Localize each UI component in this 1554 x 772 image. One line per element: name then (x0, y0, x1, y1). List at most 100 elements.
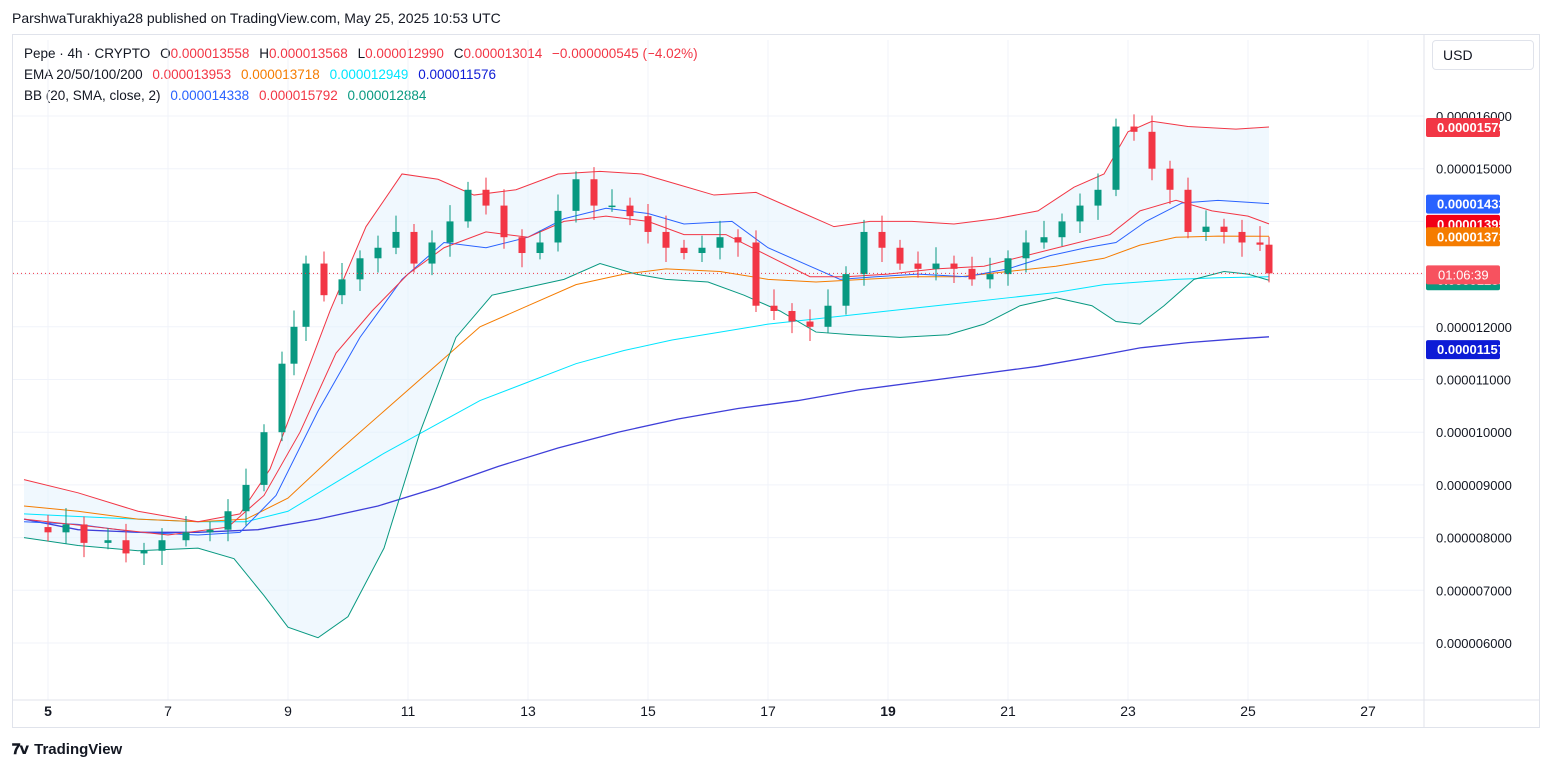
candle-down[interactable] (1184, 189, 1192, 232)
candle-down[interactable] (320, 263, 328, 296)
candle-up[interactable] (290, 326, 298, 364)
y-tick-label: 0.000009000 (1436, 478, 1512, 493)
ema-legend[interactable]: EMA 20/50/100/200 0.000013953 0.00001371… (24, 67, 502, 82)
candle-up[interactable] (242, 484, 250, 512)
candle-down[interactable] (878, 231, 886, 248)
candle-up[interactable] (224, 511, 232, 530)
candle-down[interactable] (626, 205, 634, 217)
candle-down[interactable] (914, 263, 922, 269)
candle-up[interactable] (1076, 205, 1084, 222)
candle-up[interactable] (446, 221, 454, 243)
ema100-line[interactable] (23, 276, 1270, 523)
candle-up[interactable] (1058, 221, 1066, 238)
candle-up[interactable] (278, 363, 286, 433)
candle-up[interactable] (302, 263, 310, 327)
candle-up[interactable] (608, 205, 616, 208)
candle-up[interactable] (1004, 258, 1012, 275)
candle-down[interactable] (482, 189, 490, 206)
bb-lower-line[interactable] (23, 263, 1270, 639)
candle-up[interactable] (428, 242, 436, 264)
candle-up[interactable] (140, 550, 148, 554)
candle-up[interactable] (260, 432, 268, 485)
candle-up[interactable] (1022, 242, 1030, 259)
candle-down[interactable] (770, 305, 778, 311)
candle-up[interactable] (464, 189, 472, 222)
candle-down[interactable] (122, 540, 130, 554)
bb-basis-value: 0.000014338 (170, 88, 250, 103)
high-value: 0.000013568 (268, 46, 348, 61)
candle-up[interactable] (62, 524, 70, 533)
ema20-line[interactable] (23, 199, 1270, 536)
candle-down[interactable] (44, 527, 52, 533)
x-tick-label: 27 (1360, 703, 1376, 719)
candle-up[interactable] (338, 279, 346, 296)
candle-down[interactable] (680, 247, 688, 254)
price-badge-label: 0.000011576 (1437, 342, 1512, 357)
candle-down[interactable] (1130, 126, 1138, 132)
candle-down[interactable] (662, 231, 670, 248)
candle-down[interactable] (1220, 226, 1228, 232)
bb-legend[interactable]: BB (20, SMA, close, 2) 0.000014338 0.000… (24, 88, 432, 103)
candle-up[interactable] (374, 247, 382, 259)
candle-down[interactable] (500, 205, 508, 238)
candle-down[interactable] (644, 216, 652, 232)
candle-up[interactable] (824, 305, 832, 327)
ema100-value: 0.000012949 (329, 67, 409, 82)
candle-down[interactable] (968, 268, 976, 280)
candle-up[interactable] (1094, 189, 1102, 206)
x-tick-label: 21 (1000, 703, 1016, 719)
chart-frame (12, 34, 1540, 728)
price-badge (1426, 117, 1500, 137)
candle-up[interactable] (932, 263, 940, 269)
price-badge (1426, 340, 1500, 360)
candle-up[interactable] (536, 242, 544, 254)
price-badge-label: 0.000014338 (1437, 197, 1513, 212)
candle-down[interactable] (590, 179, 598, 206)
price-badge-label: 0.000013718 (1437, 229, 1513, 244)
candle-up[interactable] (158, 540, 166, 551)
candle-down[interactable] (1256, 242, 1264, 245)
y-tick-label: 0.000006000 (1436, 636, 1512, 651)
low-value: 0.000012990 (365, 46, 444, 61)
y-tick-label: 0.000008000 (1436, 531, 1512, 546)
candle-up[interactable] (572, 179, 580, 211)
tradingview-branding[interactable]: 𝟕𝘃 TradingView (12, 740, 122, 759)
close-label: C (453, 46, 464, 61)
candle-up[interactable] (1040, 237, 1048, 243)
candle-up[interactable] (860, 231, 868, 275)
candle-down[interactable] (1148, 131, 1156, 169)
candle-up[interactable] (104, 540, 112, 543)
bb-upper-line[interactable] (23, 120, 1270, 523)
candle-up[interactable] (356, 258, 364, 280)
candle-down[interactable] (734, 237, 742, 243)
symbol-label[interactable]: Pepe · 4h · CRYPTO (24, 46, 151, 61)
candle-down[interactable] (950, 263, 958, 269)
candle-down[interactable] (806, 321, 814, 327)
candle-down[interactable] (1265, 244, 1273, 274)
candle-up[interactable] (206, 529, 214, 533)
candle-down[interactable] (1166, 168, 1174, 190)
x-tick-label: 23 (1120, 703, 1136, 719)
candle-up[interactable] (1202, 226, 1210, 232)
candle-up[interactable] (986, 274, 994, 280)
candle-down[interactable] (80, 524, 88, 543)
candle-down[interactable] (410, 231, 418, 264)
x-tick-label: 13 (520, 703, 536, 719)
candle-down[interactable] (1238, 231, 1246, 243)
ema200-line[interactable] (23, 336, 1270, 533)
bb-basis-line[interactable] (23, 199, 1270, 536)
candle-down[interactable] (788, 310, 796, 322)
candle-up[interactable] (392, 231, 400, 248)
candle-up[interactable] (842, 274, 850, 306)
candle-up[interactable] (698, 247, 706, 254)
candle-down[interactable] (896, 247, 904, 264)
candle-up[interactable] (554, 210, 562, 243)
candle-up[interactable] (716, 237, 724, 248)
candle-up[interactable] (1112, 126, 1120, 190)
open-label: O (160, 46, 171, 61)
candle-down[interactable] (518, 237, 526, 254)
currency-button[interactable]: USD (1432, 40, 1534, 70)
candle-down[interactable] (752, 242, 760, 306)
candle-up[interactable] (182, 532, 190, 541)
